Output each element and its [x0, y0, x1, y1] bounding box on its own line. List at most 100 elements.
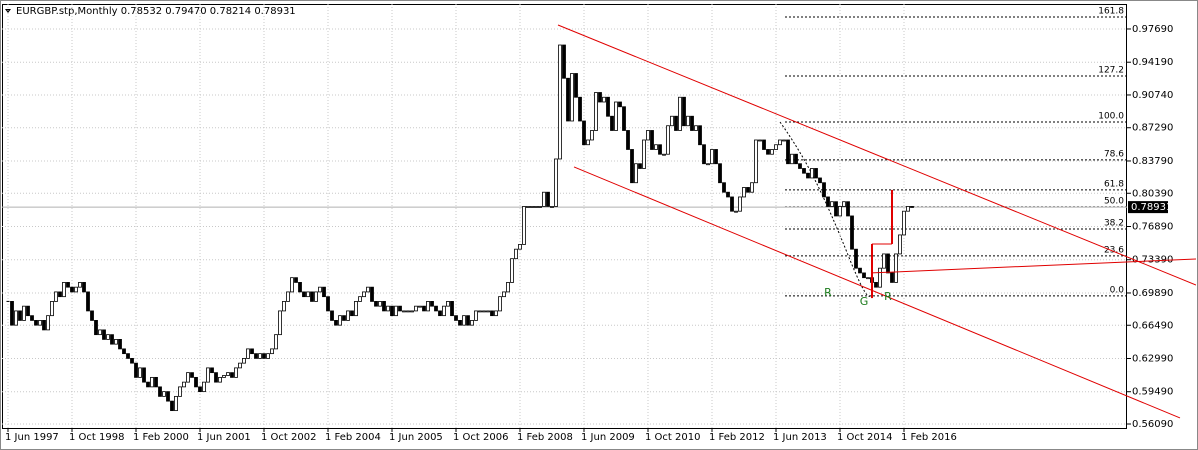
candle-body	[538, 206, 542, 208]
candle-body	[710, 149, 714, 165]
x-tick-label: 1 Oct 2002	[261, 432, 316, 443]
candle-body	[478, 310, 482, 313]
x-tick-label: 1 Jun 2001	[197, 432, 251, 443]
candle-body	[430, 301, 434, 307]
candle-body	[610, 115, 614, 131]
candle-body	[726, 191, 730, 198]
candle-body	[298, 282, 302, 293]
candle-body	[402, 310, 406, 313]
candle-body	[738, 196, 742, 212]
candle-body	[282, 301, 286, 312]
candle-body	[702, 144, 706, 165]
candle-body	[226, 372, 230, 376]
candle-body	[818, 177, 822, 184]
candle-body	[842, 201, 846, 207]
candle-body	[434, 305, 438, 312]
candle-body	[106, 334, 110, 340]
candle-body	[418, 305, 422, 308]
candle-body	[394, 305, 398, 317]
candle-body	[58, 291, 62, 298]
candle-body	[670, 115, 674, 127]
candle-body	[350, 310, 354, 317]
candle-body	[874, 282, 878, 288]
candle-body	[414, 305, 418, 312]
candle-body	[894, 253, 898, 283]
candle-body	[462, 315, 466, 326]
candle-body	[638, 163, 642, 169]
candle-body	[718, 163, 722, 184]
candle-body	[626, 130, 630, 150]
candle-body	[22, 305, 26, 321]
fibo-label: 161.8	[1098, 7, 1124, 17]
candle-body	[886, 253, 890, 274]
y-tick-label: 0.66490	[1132, 320, 1173, 331]
candle-body	[18, 310, 22, 321]
candle-body	[78, 282, 82, 288]
candle-body	[38, 320, 42, 326]
candle-body	[50, 301, 54, 317]
fibo-label: 127.2	[1098, 65, 1124, 75]
candle-body	[766, 149, 770, 155]
candle-body	[858, 267, 862, 274]
fibo-label: 100.0	[1098, 111, 1124, 121]
candle-body	[498, 296, 502, 312]
candle-body	[258, 353, 262, 359]
candle-body	[90, 310, 94, 321]
candle-body	[882, 253, 886, 269]
candle-body	[170, 400, 174, 412]
candle-body	[326, 296, 330, 312]
candle-body	[654, 144, 658, 150]
candle-body	[134, 362, 138, 378]
candle-body	[618, 101, 622, 108]
candle-body	[334, 320, 338, 326]
candle-body	[46, 315, 50, 331]
candle-body	[286, 291, 290, 302]
candle-body	[570, 73, 574, 122]
candle-body	[530, 206, 534, 208]
y-tick-label: 0.94190	[1132, 57, 1173, 68]
candle-body	[590, 130, 594, 141]
candle-body	[442, 305, 446, 317]
candle-body	[10, 301, 14, 326]
current-price-box	[1128, 201, 1168, 214]
x-tick-label: 1 Jun 2013	[773, 432, 827, 443]
candle-body	[734, 210, 738, 213]
candle-body	[6, 300, 10, 302]
candle-body	[250, 348, 254, 355]
candle-body	[778, 139, 782, 146]
x-tick-label: 1 Jun 2009	[581, 432, 635, 443]
candle-body	[910, 206, 914, 208]
candle-body	[554, 158, 558, 207]
candle-body	[486, 310, 490, 313]
candle-body	[466, 315, 470, 326]
candle-body	[82, 282, 86, 293]
candle-body	[474, 310, 478, 321]
candle-body	[662, 153, 666, 156]
candle-body	[566, 77, 570, 122]
candle-body	[690, 115, 694, 131]
candle-body	[362, 291, 366, 298]
trendline	[573, 166, 1181, 419]
candle-body	[574, 73, 578, 98]
y-tick-label: 0.80390	[1132, 188, 1173, 199]
candle-body	[470, 320, 474, 326]
candle-body	[578, 96, 582, 122]
candle-body	[582, 120, 586, 146]
candle-body	[594, 92, 598, 131]
candle-body	[294, 277, 298, 283]
candle-body	[782, 139, 786, 142]
candle-body	[902, 210, 906, 236]
candle-body	[94, 320, 98, 336]
candle-body	[70, 286, 74, 293]
x-tick-label: 1 Jun 2005	[389, 432, 443, 443]
x-tick-label: 1 Feb 2012	[709, 432, 765, 443]
candle-body	[370, 286, 374, 302]
candle-body	[806, 172, 810, 179]
candle-body	[706, 163, 710, 166]
candle-body	[438, 310, 442, 317]
candle-body	[310, 291, 314, 302]
candle-body	[754, 139, 758, 184]
candle-body	[374, 301, 378, 307]
fibo-label: 23.6	[1104, 245, 1124, 255]
